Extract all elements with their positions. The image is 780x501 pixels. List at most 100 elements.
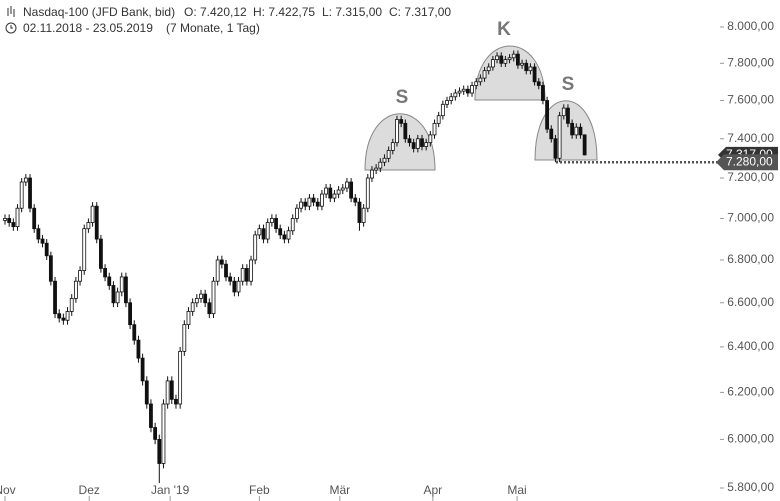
candle-body (178, 350, 183, 405)
candle-body (78, 270, 82, 282)
candle-body (315, 201, 320, 207)
candle-body (44, 242, 49, 257)
plot: 5.800,00 6.000,00 6.200,00 6.400,00 6.600,00… (0, 19, 778, 501)
candle-body (299, 201, 303, 209)
y-tick-label: 7.000,00 (727, 211, 774, 225)
candle-body (119, 276, 124, 293)
close: C: 7.317,00 (389, 5, 451, 19)
candle-body (7, 218, 12, 223)
x-tick-label: Mär (330, 483, 351, 497)
candle-body (249, 259, 253, 282)
y-tick-label: 6.800,00 (727, 252, 774, 266)
candle-body (357, 201, 362, 223)
candle-body (23, 177, 28, 183)
y-tick-label: 7.400,00 (727, 131, 774, 145)
candle-body (570, 122, 575, 136)
candle-body (53, 280, 57, 315)
y-tick-label: 7.800,00 (727, 55, 774, 69)
candle-body (219, 259, 224, 265)
candle-body (140, 357, 145, 382)
candle-body (136, 339, 141, 359)
y-tick-label: 7.600,00 (727, 93, 774, 107)
candle-body (524, 62, 529, 72)
candle-body (144, 380, 149, 405)
candle-body (374, 167, 379, 171)
x-tick-label: Feb (249, 483, 270, 497)
candle-body (149, 403, 153, 428)
icons (5, 6, 17, 34)
candle-body (190, 302, 195, 312)
candle-body (186, 311, 191, 326)
annotation: S (562, 74, 575, 95)
candle-body (215, 259, 220, 282)
candle-body (40, 238, 45, 244)
candle-body (474, 81, 479, 86)
candle-body (557, 115, 562, 159)
candle-body (11, 222, 16, 228)
candle-body (228, 276, 233, 282)
annotation: S (396, 87, 409, 108)
candle-body (57, 313, 62, 319)
candle-body (520, 62, 524, 66)
candle-body (403, 122, 408, 140)
candle-body (561, 107, 566, 117)
candle-body (115, 291, 120, 304)
candle-body (294, 207, 299, 219)
candle-body (432, 122, 437, 136)
candle-body (511, 53, 516, 59)
candle-body (48, 255, 53, 282)
candle-body (382, 157, 387, 163)
candle-body (153, 427, 158, 440)
candle-body (465, 88, 470, 94)
candle-body (207, 302, 212, 315)
candle-body (99, 238, 103, 269)
candle-body (507, 57, 512, 61)
candle-body (365, 177, 370, 209)
x-tick-label: Mai (507, 483, 526, 497)
y-tick-label: 6.200,00 (727, 385, 774, 399)
candle-body (503, 59, 508, 64)
candle-body (541, 85, 545, 101)
candle-body (370, 169, 374, 179)
candle-body (261, 228, 266, 240)
candle-body (428, 134, 433, 144)
candle-body (224, 263, 228, 278)
candle-body (324, 187, 328, 195)
candle-body (445, 100, 449, 105)
candle-body (194, 298, 199, 304)
candle-body (461, 88, 466, 92)
y-tick-label: 7.200,00 (727, 170, 774, 184)
x-tick-label: Dez (79, 483, 100, 497)
candle-body (107, 276, 112, 286)
candle-body (536, 81, 541, 86)
candle-body (549, 128, 554, 140)
candle-body (203, 293, 208, 304)
candle-body (174, 398, 178, 405)
clock-hands (10, 25, 13, 29)
candle-body (165, 380, 170, 405)
candle-body (240, 268, 245, 282)
candle-body (482, 70, 487, 79)
candle-icon (7, 6, 15, 17)
candle-body (199, 293, 203, 299)
candle-body (274, 218, 278, 230)
candle-body (332, 193, 337, 199)
candle-body (28, 177, 32, 209)
candle-body (457, 90, 462, 94)
candle-body (73, 280, 78, 299)
candle-body (470, 85, 474, 94)
y-tick-label: 6.000,00 (727, 432, 774, 446)
date-range: 02.11.2018 - 23.05.2019 (23, 21, 153, 35)
candle-body (499, 55, 504, 64)
clock-icon (5, 22, 17, 34)
candle-body (15, 207, 20, 228)
candle-body (132, 324, 137, 341)
candle-body (3, 218, 7, 221)
candle-body (490, 59, 495, 68)
candle-body (307, 197, 312, 207)
candle-body (265, 222, 270, 240)
candle-body (378, 161, 383, 169)
candle-body (390, 142, 395, 151)
open: O: 7.420,12 (184, 5, 247, 19)
candle-body (290, 218, 295, 232)
